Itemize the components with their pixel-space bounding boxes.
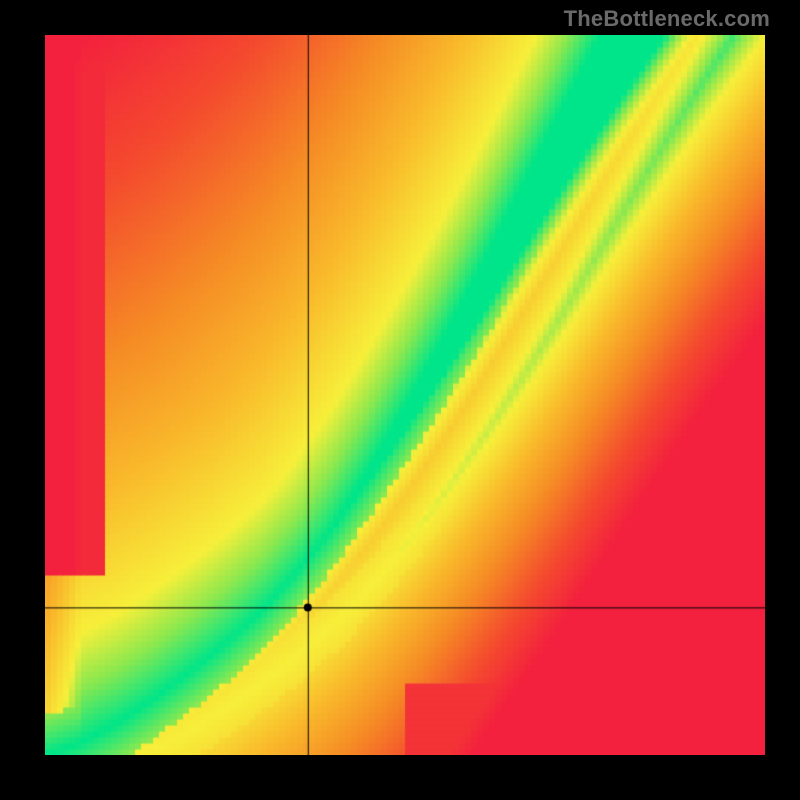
watermark-text: TheBottleneck.com	[564, 6, 770, 32]
plot-area	[45, 35, 765, 755]
bottleneck-heatmap	[45, 35, 765, 755]
figure-frame: TheBottleneck.com	[0, 0, 800, 800]
